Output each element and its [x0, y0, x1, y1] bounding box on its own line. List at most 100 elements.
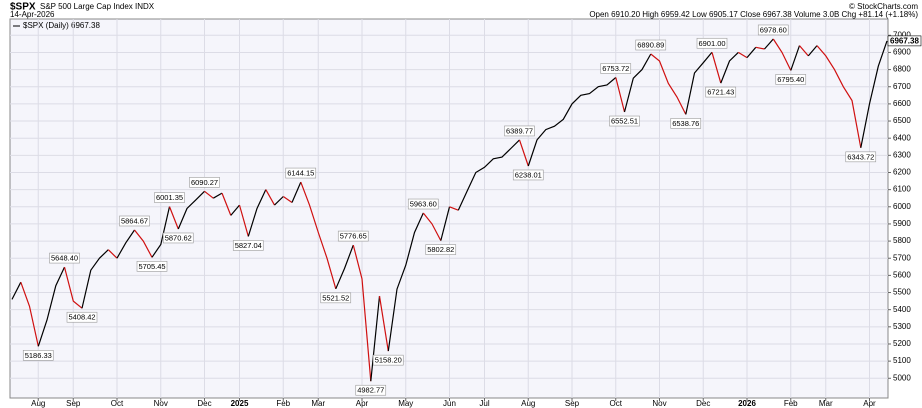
value-label-box — [407, 198, 439, 210]
value-label: 6978.60 — [760, 25, 787, 34]
price-line — [168, 206, 179, 230]
value-label: 5827.04 — [235, 241, 262, 250]
value-label: 5648.40 — [51, 254, 78, 263]
value-label-box — [162, 232, 194, 244]
price-line — [81, 249, 109, 309]
y-tick-label: 5800 — [893, 236, 911, 245]
y-tick-label: 6000 — [893, 202, 911, 211]
value-label-box — [372, 354, 404, 366]
price-line — [37, 266, 66, 347]
value-label-box — [119, 215, 150, 227]
x-tick-label: 2026 — [738, 399, 756, 408]
price-line — [449, 206, 459, 211]
x-tick-label: May — [398, 399, 413, 408]
value-label-box — [320, 292, 352, 304]
y-tick-label: 5300 — [893, 322, 911, 331]
price-line — [422, 212, 442, 241]
value-label-box — [189, 177, 220, 188]
price-line — [650, 53, 687, 115]
y-tick-label: 6100 — [893, 185, 911, 194]
price-line — [764, 38, 774, 50]
value-label: 5521.52 — [322, 293, 349, 302]
value-label: 5870.62 — [165, 233, 192, 242]
x-tick-label: Nov — [652, 399, 666, 408]
value-label-box — [22, 350, 54, 361]
y-tick-label: 6500 — [893, 116, 911, 125]
price-line — [720, 51, 739, 84]
x-tick-label: Aug — [521, 399, 535, 408]
legend-entry: $SPX (Daily) 6967.38 — [23, 21, 100, 30]
value-label: 6538.76 — [672, 119, 699, 128]
y-tick-label: 6200 — [893, 168, 911, 177]
price-line — [623, 53, 652, 113]
price-line — [151, 206, 171, 258]
credit: © StockCharts.com — [849, 2, 918, 11]
value-label: 5963.60 — [410, 200, 437, 209]
price-line — [116, 229, 135, 259]
value-label-box — [285, 167, 317, 179]
x-tick-label: Dec — [696, 399, 710, 408]
value-label-box — [504, 125, 535, 137]
value-label: 6890.89 — [637, 40, 664, 49]
value-label-box — [49, 252, 80, 264]
value-label-box — [512, 169, 544, 181]
y-tick-label: 5500 — [893, 288, 911, 297]
value-label: 4982.77 — [357, 386, 384, 395]
price-line — [527, 77, 617, 167]
value-label-box — [670, 118, 702, 129]
x-tick-label: 2025 — [231, 399, 249, 408]
price-line — [300, 181, 337, 289]
y-tick-label: 5000 — [893, 373, 911, 382]
price-line — [20, 281, 39, 347]
value-label-box — [600, 63, 632, 74]
value-label-box — [775, 74, 807, 85]
price-line — [274, 196, 284, 206]
price-line — [807, 45, 818, 57]
price-line — [457, 139, 520, 211]
y-tick-label: 5100 — [893, 356, 911, 365]
value-label: 6795.40 — [777, 75, 804, 84]
x-tick-label: Dec — [197, 399, 211, 408]
value-label-box — [757, 24, 789, 36]
x-tick-label: Jul — [479, 399, 489, 408]
price-line — [221, 192, 232, 216]
price-line — [440, 206, 451, 241]
price-line — [265, 189, 276, 206]
y-tick-label: 6300 — [893, 150, 911, 159]
price-line — [291, 181, 302, 203]
value-label: 6238.01 — [515, 170, 542, 179]
value-label-box — [355, 384, 387, 396]
price-line — [238, 204, 249, 237]
price-line — [352, 244, 372, 382]
price-line — [615, 77, 626, 113]
value-label: 6389.77 — [506, 126, 533, 135]
y-tick-label: 5900 — [893, 219, 911, 228]
value-label-box — [705, 86, 737, 98]
x-tick-label: Apr — [863, 399, 876, 408]
x-tick-label: Nov — [154, 399, 168, 408]
x-tick-label: Feb — [784, 399, 798, 408]
value-label: 5776.65 — [340, 232, 367, 241]
value-label-box — [337, 230, 369, 242]
value-label-box — [136, 260, 168, 272]
x-tick-label: Aug — [31, 399, 45, 408]
price-line — [799, 45, 809, 57]
quote: Open 6910.20 High 6959.42 Low 6905.17 Cl… — [589, 10, 918, 19]
value-label-box — [66, 311, 98, 323]
y-tick-label: 6900 — [893, 48, 911, 57]
last-price-box — [887, 35, 922, 47]
price-line — [685, 51, 713, 115]
value-label: 5158.20 — [375, 356, 402, 365]
value-label: 6090.27 — [191, 178, 218, 187]
price-line — [755, 46, 765, 50]
price-line — [177, 190, 205, 230]
y-tick-label: 5600 — [893, 270, 911, 279]
chart-title: S&P 500 Large Cap Index INDX — [40, 2, 155, 11]
value-label-box — [845, 151, 877, 163]
value-label: 6343.72 — [847, 152, 874, 161]
value-label: 6721.43 — [707, 88, 734, 97]
y-tick-label: 6400 — [893, 133, 911, 142]
y-tick-label: 6800 — [893, 65, 911, 74]
price-line — [378, 295, 389, 352]
